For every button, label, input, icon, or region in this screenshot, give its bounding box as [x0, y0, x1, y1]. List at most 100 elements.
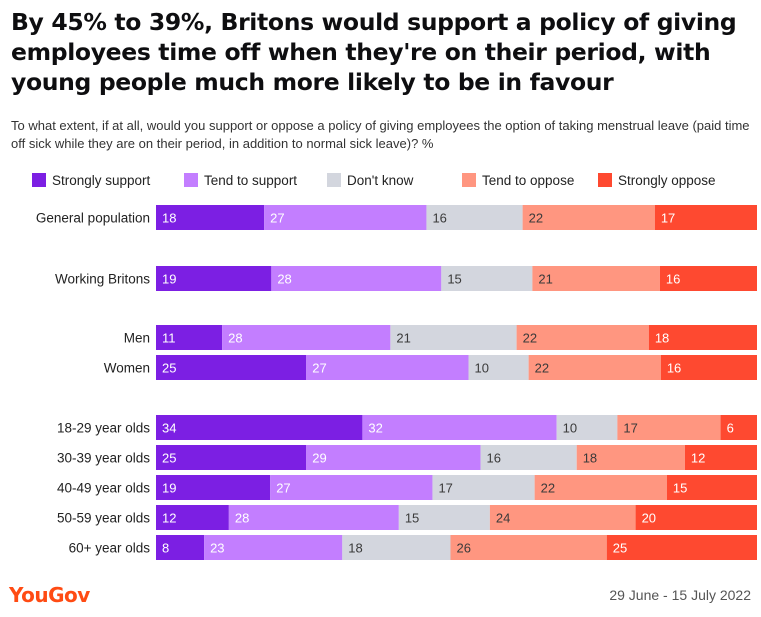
legend: Strongly support Tend to support Don't kno…: [32, 171, 752, 191]
data-label: 22: [523, 331, 537, 346]
data-label: 22: [535, 361, 549, 376]
bar-segment: [528, 355, 661, 380]
data-label: 18: [348, 541, 362, 556]
yougov-logo: YouGov: [9, 583, 90, 607]
data-label: 10: [563, 421, 577, 436]
data-label: 28: [277, 272, 291, 287]
bar-segment: [659, 266, 757, 291]
chart-subtitle: To what extent, if at all, would you sup…: [11, 118, 750, 151]
data-label: 12: [691, 451, 705, 466]
bar-segment: [635, 505, 757, 530]
data-label: 16: [667, 361, 681, 376]
data-label: 11: [162, 331, 176, 346]
bar-segment: [156, 325, 223, 350]
bar-segment: [156, 505, 229, 530]
legend-swatch: [184, 173, 198, 187]
legend-item: Tend to support: [184, 171, 297, 189]
bar-segment: [204, 535, 343, 560]
bar-segment: [156, 355, 307, 380]
data-label: 28: [235, 511, 249, 526]
data-label: 8: [162, 541, 169, 556]
data-label: 16: [487, 451, 501, 466]
legend-item: Don't know: [327, 171, 413, 189]
bar-segment: [666, 475, 757, 500]
data-label: 18: [583, 451, 597, 466]
bar-segment: [362, 415, 557, 440]
bar-segment: [270, 475, 433, 500]
bar-segment: [534, 475, 667, 500]
data-label: 19: [162, 481, 176, 496]
bar-segment: [264, 205, 427, 230]
bar-segment: [156, 475, 271, 500]
data-label: 26: [456, 541, 470, 556]
legend-swatch: [327, 173, 341, 187]
data-label: 27: [276, 481, 290, 496]
category-label: 30-39 year olds: [57, 451, 150, 466]
data-label: 27: [270, 211, 284, 226]
category-label: General population: [36, 211, 150, 226]
legend-swatch: [598, 173, 612, 187]
bar-segment: [468, 355, 529, 380]
bar-segment: [660, 355, 757, 380]
bar-segment: [156, 266, 272, 291]
bar-segment: [156, 445, 307, 470]
bar-segment: [342, 535, 451, 560]
bar-segment: [441, 266, 533, 291]
data-label: 6: [727, 421, 734, 436]
data-label: 25: [162, 451, 176, 466]
bar-segment: [156, 535, 205, 560]
data-label: 16: [432, 211, 446, 226]
bar-segment: [489, 505, 636, 530]
data-label: 17: [661, 211, 675, 226]
bar-segment: [720, 415, 757, 440]
bar-segment: [390, 325, 517, 350]
bar-segment: [654, 205, 757, 230]
data-label: 17: [438, 481, 452, 496]
data-label: 15: [447, 272, 461, 287]
bar-segment: [306, 445, 481, 470]
data-label: 24: [496, 511, 510, 526]
data-label: 34: [162, 421, 176, 436]
category-label: 40-49 year olds: [57, 481, 150, 496]
bar-segment: [156, 205, 265, 230]
data-label: 18: [162, 211, 176, 226]
chart-title: By 45% to 39%, Britons would support a p…: [11, 8, 737, 96]
category-label: 18-29 year olds: [57, 421, 150, 436]
bar-segment: [606, 535, 757, 560]
bar-segment: [516, 325, 649, 350]
bar-segment: [522, 205, 655, 230]
bar-segment: [684, 445, 757, 470]
data-label: 28: [228, 331, 242, 346]
data-label: 21: [538, 272, 552, 287]
fieldwork-date: 29 June - 15 July 2022: [609, 587, 751, 603]
data-label: 15: [673, 481, 687, 496]
category-label: Working Britons: [55, 272, 150, 287]
bar-segment: [271, 266, 442, 291]
legend-swatch: [32, 173, 46, 187]
legend-label: Tend to support: [204, 172, 298, 188]
category-label: Men: [124, 331, 150, 346]
data-label: 27: [312, 361, 326, 376]
data-label: 15: [405, 511, 419, 526]
bar-segment: [480, 445, 577, 470]
bar-segment: [556, 415, 618, 440]
bar-segment: [432, 475, 535, 500]
bar-segment: [306, 355, 469, 380]
data-label: 23: [210, 541, 224, 556]
legend-item: Strongly support: [32, 171, 150, 189]
bar-segment: [576, 445, 685, 470]
bar-segment: [156, 415, 363, 440]
data-label: 21: [396, 331, 410, 346]
legend-label: Strongly support: [52, 172, 151, 188]
bar-segment: [398, 505, 490, 530]
category-label: 50-59 year olds: [57, 511, 150, 526]
bar-segment: [426, 205, 523, 230]
data-label: 10: [475, 361, 489, 376]
legend-label: Tend to oppose: [482, 172, 575, 188]
legend-label: Don't know: [347, 172, 414, 188]
legend-item: Tend to oppose: [462, 171, 574, 189]
bar-segment: [532, 266, 660, 291]
data-label: 12: [162, 511, 176, 526]
data-label: 17: [623, 421, 637, 436]
